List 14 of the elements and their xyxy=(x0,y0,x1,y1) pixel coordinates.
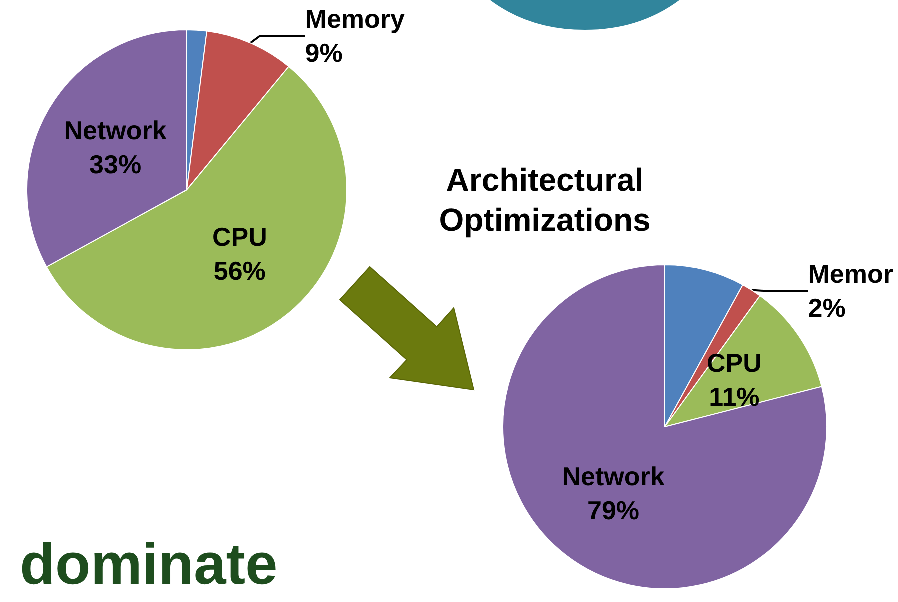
data-label: 11% xyxy=(709,382,760,412)
data-label: 79% xyxy=(587,495,640,526)
slice-label: CPU xyxy=(212,222,268,252)
text: dominate xyxy=(20,531,278,599)
slice-label: CPU xyxy=(707,348,762,378)
data-label: 33% xyxy=(90,150,142,180)
text: Architectural Optimizations xyxy=(438,161,652,240)
data-label: 2% xyxy=(808,293,846,323)
data-label: 56% xyxy=(214,256,266,286)
slice-label: Network xyxy=(64,116,168,146)
slice-label: Memor xyxy=(808,259,894,289)
data-label: 9% xyxy=(305,38,343,68)
slice-label: Memory xyxy=(305,4,406,34)
slice-label: Network xyxy=(562,461,666,492)
